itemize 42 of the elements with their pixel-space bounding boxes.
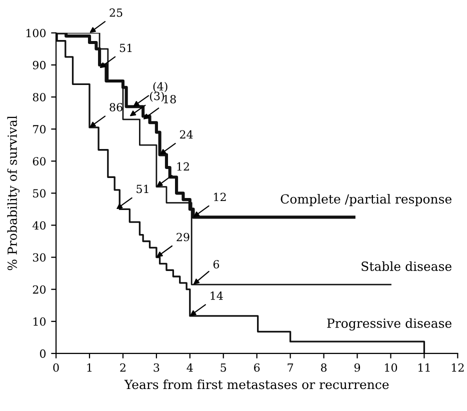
y-tick-label: 100 <box>26 28 46 38</box>
annotation: 12 <box>177 162 189 171</box>
annotation: 25 <box>110 8 122 17</box>
y-tick-label: 60 <box>32 157 46 166</box>
x-tick-label: 3 <box>154 363 160 372</box>
x-tick-label: 8 <box>320 363 327 372</box>
x-tick-label: 7 <box>288 364 294 372</box>
annotation: 51 <box>120 44 132 52</box>
y-tick-label: 10 <box>34 317 46 326</box>
y-tick-label: 50 <box>33 189 46 198</box>
annotation: 6 <box>213 260 220 268</box>
annotation: 29 <box>176 232 190 242</box>
annotation: 24 <box>180 130 193 138</box>
annotation: (3) <box>150 92 164 102</box>
x-tick-label: 12 <box>452 363 464 372</box>
annotation: 14 <box>210 292 223 300</box>
y-tick-label: 40 <box>32 221 46 230</box>
annotation: (4) <box>153 82 168 92</box>
annotation: 12 <box>214 192 226 202</box>
y-axis-title: % Probability of survival <box>7 116 20 270</box>
x-tick-label: 4 <box>186 363 193 372</box>
x-tick-label: 1 <box>87 363 92 372</box>
series-label: Progressive disease <box>327 318 452 330</box>
series-label: Complete /partial response <box>280 194 452 206</box>
annotation: 51 <box>136 184 148 194</box>
x-tick-label: 6 <box>254 363 260 372</box>
x-tick-label: 11 <box>418 363 430 372</box>
y-tick-label: 30 <box>33 253 46 262</box>
y-tick-label: 80 <box>32 92 46 102</box>
y-tick-label: 0 <box>40 349 46 358</box>
y-tick-label: 70 <box>33 125 46 134</box>
series-label: Stable disease <box>362 261 452 271</box>
x-tick-label: 10 <box>385 363 398 372</box>
x-axis-title: Years from first metastases or recurrence <box>124 379 389 390</box>
y-tick-label: 20 <box>32 285 46 294</box>
x-tick-label: 5 <box>220 364 226 372</box>
annotation: 86 <box>110 103 122 112</box>
annotation: 18 <box>164 94 176 104</box>
y-tick-label: 90 <box>32 60 46 70</box>
x-tick-label: 2 <box>120 363 126 372</box>
x-tick-label: 0 <box>53 363 59 372</box>
x-tick-label: 9 <box>354 363 360 372</box>
